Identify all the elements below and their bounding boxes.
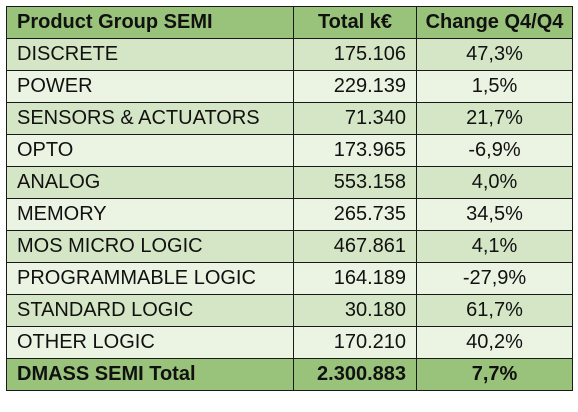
table-row: POWER 229.139 1,5%: [6, 70, 573, 103]
row-total: 175.106: [293, 38, 417, 71]
table-row: OPTO 173.965 -6,9%: [6, 134, 573, 167]
row-change: 40,2%: [416, 326, 573, 359]
row-change: 34,5%: [416, 198, 573, 231]
table-row: SENSORS & ACTUATORS 71.340 21,7%: [6, 102, 573, 135]
row-product-group: STANDARD LOGIC: [6, 294, 294, 327]
total-row-total: 2.300.883: [293, 358, 417, 391]
row-product-group: OPTO: [6, 134, 294, 167]
table-row: PROGRAMMABLE LOGIC 164.189 -27,9%: [6, 262, 573, 295]
header-change: Change Q4/Q4: [416, 6, 573, 39]
table-header-row: Product Group SEMI Total k€ Change Q4/Q4: [6, 6, 573, 39]
row-product-group: DISCRETE: [6, 38, 294, 71]
row-product-group: OTHER LOGIC: [6, 326, 294, 359]
header-total: Total k€: [293, 6, 417, 39]
total-row-change: 7,7%: [416, 358, 573, 391]
table-row: MOS MICRO LOGIC 467.861 4,1%: [6, 230, 573, 263]
row-product-group: MOS MICRO LOGIC: [6, 230, 294, 263]
row-change: 4,0%: [416, 166, 573, 199]
row-total: 71.340: [293, 102, 417, 135]
table-row: ANALOG 553.158 4,0%: [6, 166, 573, 199]
row-total: 173.965: [293, 134, 417, 167]
row-total: 164.189: [293, 262, 417, 295]
row-change: 1,5%: [416, 70, 573, 103]
row-product-group: PROGRAMMABLE LOGIC: [6, 262, 294, 295]
row-change: 4,1%: [416, 230, 573, 263]
row-product-group: MEMORY: [6, 198, 294, 231]
table-row: MEMORY 265.735 34,5%: [6, 198, 573, 231]
table-total-row: DMASS SEMI Total 2.300.883 7,7%: [6, 358, 573, 391]
total-row-label: DMASS SEMI Total: [6, 358, 294, 391]
row-change: 47,3%: [416, 38, 573, 71]
semi-sales-table: Product Group SEMI Total k€ Change Q4/Q4…: [6, 6, 573, 391]
header-product-group: Product Group SEMI: [6, 6, 294, 39]
row-change: 61,7%: [416, 294, 573, 327]
table-row: OTHER LOGIC 170.210 40,2%: [6, 326, 573, 359]
row-total: 30.180: [293, 294, 417, 327]
row-change: 21,7%: [416, 102, 573, 135]
row-product-group: ANALOG: [6, 166, 294, 199]
row-total: 553.158: [293, 166, 417, 199]
row-total: 265.735: [293, 198, 417, 231]
row-change: -6,9%: [416, 134, 573, 167]
row-total: 170.210: [293, 326, 417, 359]
row-change: -27,9%: [416, 262, 573, 295]
table-row: DISCRETE 175.106 47,3%: [6, 38, 573, 71]
row-product-group: POWER: [6, 70, 294, 103]
table-row: STANDARD LOGIC 30.180 61,7%: [6, 294, 573, 327]
semi-sales-table-container: Product Group SEMI Total k€ Change Q4/Q4…: [6, 6, 573, 406]
row-total: 467.861: [293, 230, 417, 263]
row-product-group: SENSORS & ACTUATORS: [6, 102, 294, 135]
row-total: 229.139: [293, 70, 417, 103]
